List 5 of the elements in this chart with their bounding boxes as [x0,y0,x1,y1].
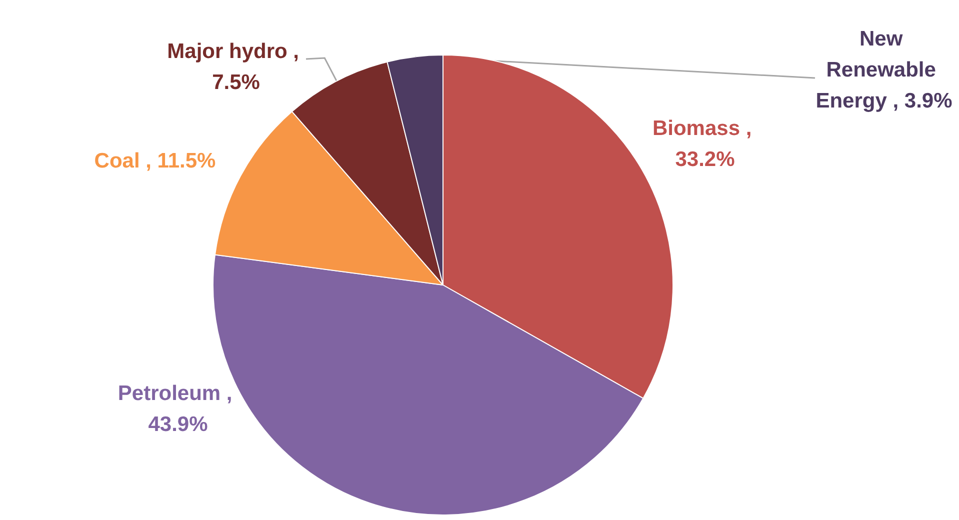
slice-label: Petroleum , 43.9% [118,382,238,436]
slice-label: Biomass , 33.2% [652,117,758,171]
slice-label: Major hydro , 7.5% [167,40,305,94]
slice-label: Coal , 11.5% [94,150,216,172]
slice-label: New Renewable Energy , 3.9% [816,28,953,112]
